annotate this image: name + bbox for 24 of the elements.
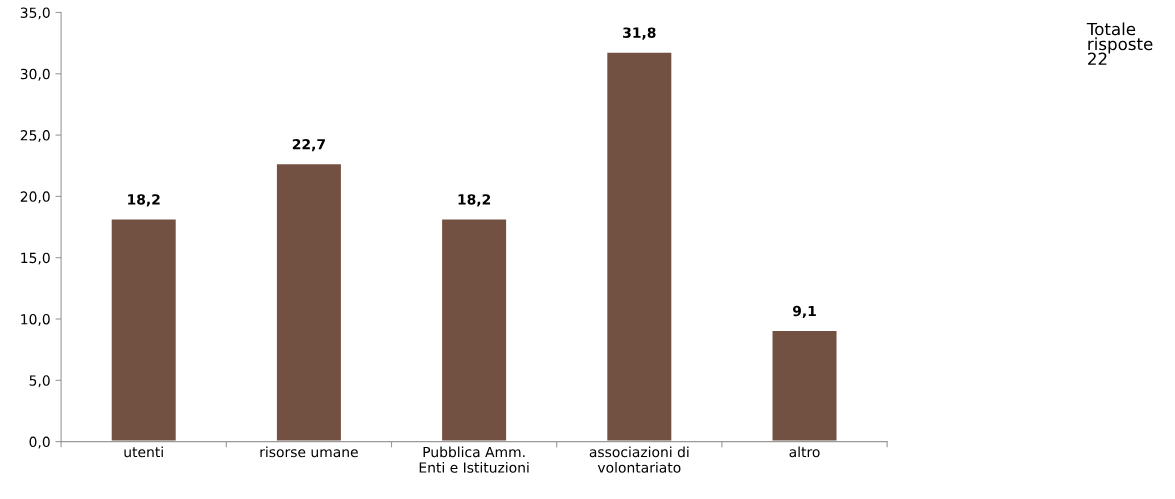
y-tick-label: 20,0 (20, 191, 50, 204)
bar (440, 217, 509, 442)
data-label: 22,7 (292, 138, 325, 152)
y-tick-label: 25,0 (20, 130, 50, 142)
bar (605, 50, 674, 442)
data-label: 18,2 (128, 194, 160, 207)
x-tick-label: associazioni di volontariato (589, 446, 689, 473)
x-tick-label: altro (789, 446, 820, 458)
text: Totale risposte 22 (1086, 22, 1153, 65)
x-tick-label: risorse umane (260, 446, 358, 458)
y-tick-label: 15,0 (21, 252, 50, 265)
data-label: 9,1 (792, 305, 816, 319)
y-tick-label: 0,0 (29, 436, 50, 449)
y-tick-label: 5,0 (29, 375, 50, 388)
data-label: 18,2 (458, 194, 491, 207)
x-tick-label: utenti (124, 446, 163, 458)
y-tick-label: 10,0 (21, 313, 50, 326)
bar (109, 217, 178, 442)
y-tick-label: 35,0 (20, 7, 50, 20)
x-tick-label: Pubblica Amm. Enti e Istituzioni (419, 446, 529, 473)
y-tick-label: 30,0 (20, 68, 50, 81)
bar (770, 329, 839, 442)
data-label: 31,8 (623, 27, 656, 40)
bar (274, 162, 343, 442)
